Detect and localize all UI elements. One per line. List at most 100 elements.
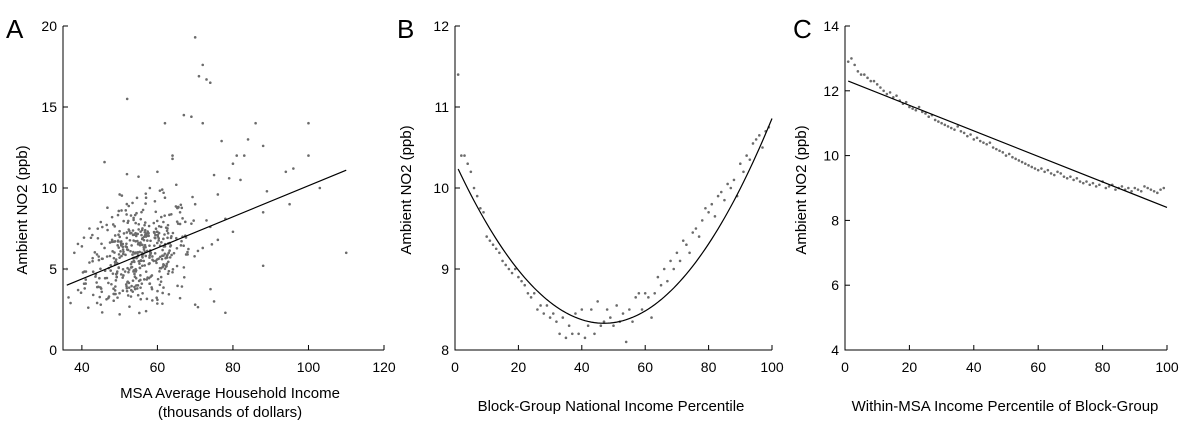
- panel-c-data-point: [888, 91, 892, 94]
- panel-a-data-point: [125, 172, 129, 176]
- panel-b-data-point: [726, 182, 729, 186]
- panel-a-data-point: [164, 256, 167, 260]
- panel-c-data-point: [904, 100, 908, 104]
- panel-c-data-point: [1152, 189, 1156, 193]
- panel-c-data-point: [1146, 186, 1149, 190]
- panel-a-data-point: [143, 228, 147, 232]
- panel-a-data-point: [138, 250, 142, 254]
- panel-b-data-point: [621, 312, 625, 315]
- panel-a-data-point: [183, 220, 187, 224]
- panel-c-data-point: [1104, 186, 1108, 190]
- panel-a-data-point: [212, 300, 216, 303]
- panel-b-data-point: [669, 259, 672, 263]
- panel-a-data-point: [174, 236, 178, 240]
- panel-a-data-point: [159, 225, 163, 229]
- panel-a-data-point: [110, 282, 113, 286]
- panel-b-data-point: [475, 194, 479, 198]
- panel-a-data-point: [137, 222, 141, 226]
- panel-a-data-point: [95, 253, 99, 256]
- panel-a-data-point: [110, 240, 114, 244]
- panel-a-data-point: [127, 270, 130, 274]
- panel-a-data-point: [182, 275, 186, 279]
- panel-a-data-point: [122, 219, 125, 223]
- panel-a-data-point: [201, 121, 205, 125]
- panel-c-data-point: [962, 131, 966, 135]
- panel-a-data-point: [148, 256, 151, 259]
- panel-a-data-point: [88, 261, 91, 264]
- panel-c-xlabel: Within-MSA Income Percentile of Block-Gr…: [852, 398, 1159, 415]
- panel-a-data-point: [125, 231, 129, 234]
- panel-a-data-point: [144, 254, 148, 258]
- panel-a-data-point: [205, 78, 208, 81]
- panel-a-data-point: [131, 229, 135, 232]
- panel-a-data-point: [118, 291, 121, 295]
- panel-a-data-point: [156, 289, 159, 293]
- panel-b-data-point: [609, 316, 612, 319]
- panel-a-data-point: [160, 188, 164, 191]
- panel-c-data-point: [1114, 188, 1117, 191]
- panel-c-data-point: [1081, 181, 1085, 185]
- panel-a-data-point: [155, 219, 159, 223]
- panel-a-data-point: [127, 268, 131, 271]
- panel-a-data-point: [117, 246, 121, 249]
- panel-b-data-point: [463, 154, 466, 157]
- panel-a-ytick-label: 0: [49, 342, 57, 358]
- panel-a-data-point: [190, 222, 193, 225]
- panel-a-data-point: [97, 255, 101, 258]
- panel-a-data-point: [145, 278, 149, 281]
- panel-b-data-point: [577, 332, 580, 336]
- panel-a-data-point: [136, 242, 140, 246]
- panel-a-data-point: [216, 193, 220, 196]
- panel-b-data-point: [491, 243, 495, 246]
- panel-a-data-point: [105, 223, 108, 227]
- panel-a-data-point: [162, 220, 165, 224]
- panel-a-data-point: [151, 255, 154, 258]
- panel-c-data-point: [879, 86, 882, 89]
- panel-a-data-point: [151, 299, 154, 302]
- panel-a-data-point: [132, 239, 135, 242]
- panel-c-data-point: [1059, 172, 1063, 175]
- panel-a-data-point: [156, 277, 160, 281]
- panel-a-data-point: [125, 289, 129, 293]
- panel-a-data-point: [93, 251, 97, 254]
- panel-c-data-point: [1088, 183, 1092, 187]
- panel-a-data-point: [114, 292, 117, 296]
- panel-a-data-point: [94, 275, 97, 278]
- panel-a-data-point: [132, 216, 135, 220]
- panel-a-data-point: [130, 244, 133, 247]
- panel-c-data-point: [959, 130, 963, 133]
- panel-a-data-point: [148, 186, 152, 190]
- panel-a-data-point: [141, 243, 144, 247]
- panel-b-data-point: [472, 186, 476, 190]
- panel-b-data-point: [615, 304, 618, 307]
- panel-a-data-point: [105, 276, 109, 280]
- panel-c-data-point: [1033, 167, 1037, 170]
- panel-c-data-point: [953, 128, 956, 131]
- panel-a-data-point: [113, 260, 117, 264]
- panel-a-data-point: [98, 295, 102, 299]
- panel-a-data-point: [162, 254, 165, 257]
- panel-c-data-point: [982, 141, 985, 144]
- panel-b-data-point: [548, 316, 552, 319]
- panel-b-ytick-label: 9: [441, 261, 449, 277]
- panel-c-data-point: [1017, 159, 1021, 162]
- panel-a-data-point: [178, 296, 182, 300]
- panel-b-data-point: [542, 312, 546, 315]
- panel-a-data-point: [139, 230, 142, 233]
- panel-a-data-point: [106, 206, 109, 209]
- panel-a-data-point: [171, 154, 174, 157]
- panel-a-data-point: [130, 284, 133, 288]
- panel-b-data-point: [624, 340, 628, 344]
- panel-a-data-point: [116, 213, 120, 217]
- panel-a-data-point: [175, 220, 179, 223]
- panel-a-data-point: [126, 248, 130, 252]
- panel-c-data-point: [1011, 155, 1014, 159]
- panel-a-data-point: [135, 196, 139, 200]
- panel-c-xtick-label: 60: [1030, 359, 1046, 375]
- panel-b-data-point: [612, 324, 615, 328]
- panel-a-data-point: [125, 285, 128, 288]
- panel-a-data-point: [116, 240, 120, 243]
- panel-a-data-point: [135, 211, 138, 215]
- panel-b-data-point: [564, 336, 568, 340]
- panel-a-data-point: [141, 208, 145, 212]
